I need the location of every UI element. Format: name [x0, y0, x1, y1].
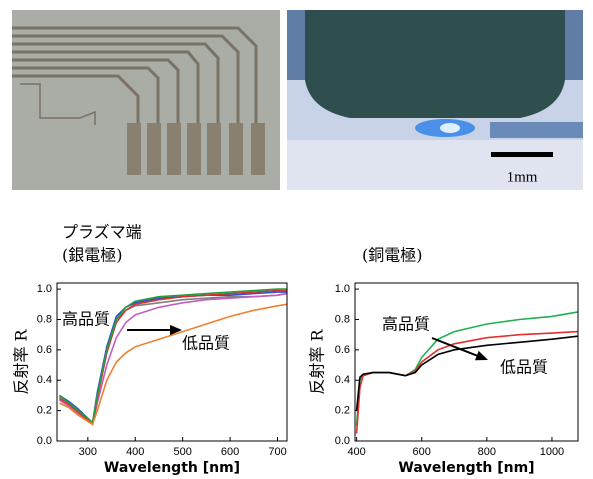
- x-tick-label: 300: [79, 446, 97, 458]
- figure: 1mm 0.0 0.2 0.4 0.6 0.8 1.0 300 400 500 600 700 Wav…: [0, 0, 593, 479]
- photo-plasma: 1mm: [287, 10, 583, 190]
- y-tick-label: 1.0: [37, 283, 52, 295]
- x-axis-label: Wavelength [nm]: [104, 460, 240, 476]
- y-tick-label: 1.0: [335, 283, 350, 295]
- y-axis-label: 反射率 R: [308, 328, 327, 394]
- x-tick-label: 400: [347, 446, 365, 458]
- scale-label: 1mm: [507, 169, 538, 185]
- y-tick-label: 0.6: [37, 344, 52, 356]
- chart-title: (銅電極): [362, 246, 423, 265]
- y-tick-label: 0.2: [37, 405, 52, 417]
- chart-title: プラズマ端: [62, 223, 142, 242]
- annotation: 高品質: [62, 310, 110, 329]
- x-tick-label: 800: [478, 446, 496, 458]
- y-tick-label: 0.2: [335, 405, 350, 417]
- plot-frame: [57, 283, 287, 441]
- y-tick-label: 0.4: [37, 374, 52, 386]
- arrow-head: [475, 351, 488, 360]
- x-tick-label: 600: [221, 446, 239, 458]
- x-tick-label: 400: [126, 446, 144, 458]
- annotation: 高品質: [382, 315, 430, 334]
- y-axis-label: 反射率 R: [12, 328, 31, 394]
- y-tick-label: 0.4: [335, 374, 350, 386]
- y-tick-label: 0.8: [335, 313, 350, 325]
- y-tick-label: 0.8: [37, 313, 52, 325]
- data-line: [357, 332, 578, 434]
- chart-subtitle: (銀電極): [62, 246, 123, 265]
- y-tick-label: 0.6: [335, 344, 350, 356]
- x-tick-label: 700: [268, 446, 286, 458]
- annotation: 低品質: [182, 334, 230, 353]
- photo-electrodes: [12, 10, 280, 190]
- y-tick-label: 0.0: [37, 435, 52, 447]
- x-tick-label: 600: [413, 446, 431, 458]
- x-axis-label: Wavelength [nm]: [398, 460, 534, 476]
- x-tick-label: 1000: [540, 446, 564, 458]
- x-tick-label: 500: [173, 446, 191, 458]
- annotation: 低品質: [500, 358, 548, 377]
